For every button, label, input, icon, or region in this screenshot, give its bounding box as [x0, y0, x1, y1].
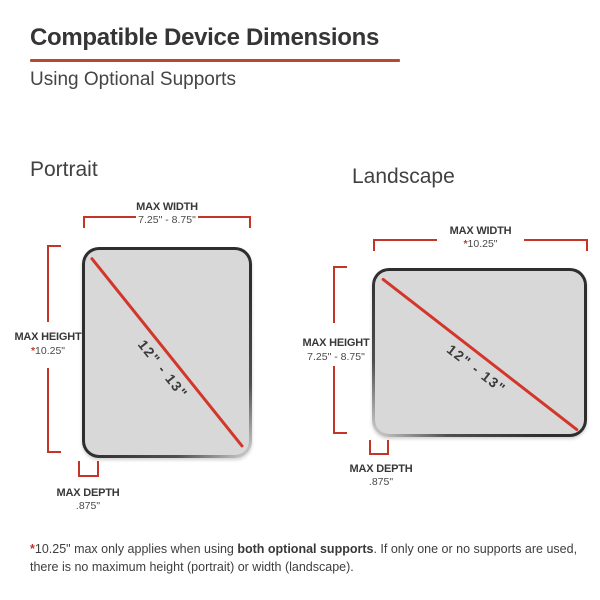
footnote-text-bold: both optional supports: [237, 542, 374, 556]
footnote: *10.25" max only applies when using both…: [30, 540, 592, 576]
bracket-segment: [524, 239, 588, 241]
footnote-asterisk: *: [30, 542, 35, 556]
landscape-section-label: Landscape: [352, 165, 455, 188]
landscape-max-width-bracket: [373, 239, 588, 251]
bracket-segment: [83, 216, 136, 218]
landscape-max-depth-value: .875": [368, 476, 394, 488]
landscape-max-width-label: MAX WIDTH: [449, 225, 512, 237]
portrait-max-width-label: MAX WIDTH: [136, 201, 198, 213]
portrait-max-width-bracket: [83, 216, 251, 228]
bracket-tick: [333, 432, 347, 434]
footnote-text-end: . If only one or no supports are used, t…: [30, 542, 578, 574]
portrait-max-width-value: 7.25" - 8.75": [138, 214, 196, 226]
portrait-max-depth-value: .875": [75, 500, 101, 512]
portrait-max-height-label: MAX HEIGHT: [14, 331, 82, 343]
page-subtitle: Using Optional Supports: [30, 69, 236, 90]
bracket-tick: [47, 451, 61, 453]
bracket-segment: [333, 366, 335, 434]
footnote-asterisk-marker: *: [30, 345, 36, 357]
bracket-segment: [373, 239, 437, 241]
portrait-max-depth-bracket: [78, 461, 99, 477]
landscape-max-width-value: *10.25": [373, 238, 588, 250]
portrait-max-height-number: 10.25": [35, 345, 66, 357]
portrait-max-height-value: *10.25": [0, 345, 96, 357]
bracket-tick: [586, 239, 588, 251]
bracket-tick: [83, 216, 85, 228]
bracket-segment: [47, 245, 49, 322]
portrait-max-depth-label: MAX DEPTH: [56, 487, 120, 499]
page-title: Compatible Device Dimensions: [30, 24, 380, 51]
portrait-section-label: Portrait: [30, 158, 98, 181]
footnote-text-start: 10.25" max only applies when using: [34, 542, 238, 556]
landscape-max-height-value: 7.25" - 8.75": [307, 351, 365, 363]
bracket-tick: [47, 245, 61, 247]
portrait-max-height-bracket: [47, 245, 61, 453]
bracket-segment: [333, 266, 335, 323]
bracket-tick: [373, 239, 375, 251]
bracket-tick: [249, 216, 251, 228]
footnote-asterisk-marker: *: [463, 238, 468, 250]
bracket-segment: [47, 368, 49, 453]
title-underline: [30, 59, 400, 62]
landscape-max-height-bracket: [333, 266, 347, 434]
landscape-max-depth-bracket: [369, 440, 389, 455]
landscape-max-depth-label: MAX DEPTH: [349, 463, 413, 475]
bracket-tick: [333, 266, 347, 268]
landscape-max-width-number: 10.25": [467, 238, 498, 250]
landscape-max-height-label: MAX HEIGHT: [302, 337, 370, 349]
bracket-segment: [198, 216, 251, 218]
